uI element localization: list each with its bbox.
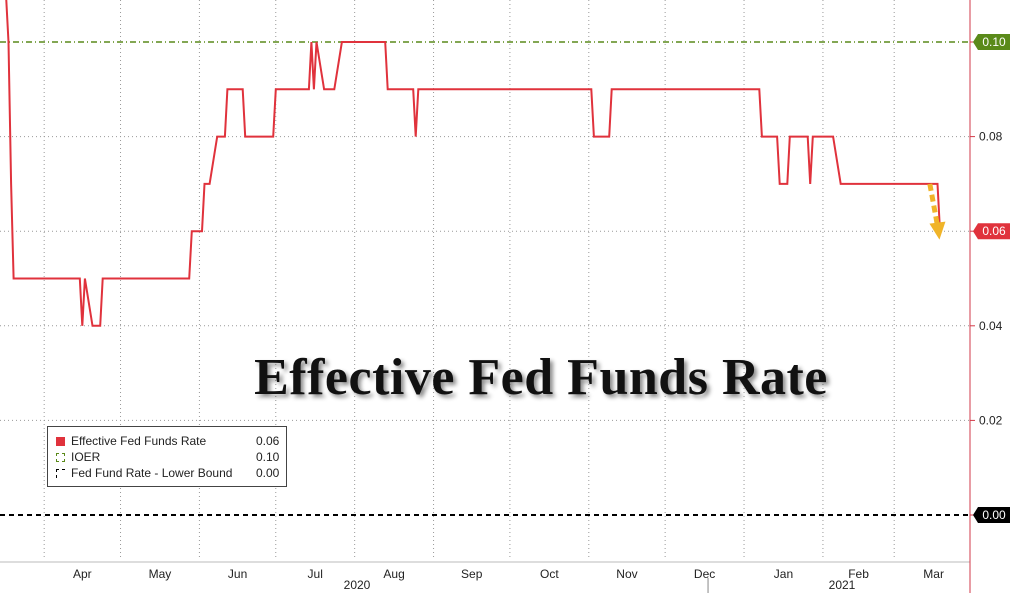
effr-badge bbox=[973, 223, 1010, 240]
x-tick-label-jan: Jan bbox=[774, 567, 793, 581]
legend-swatch-ioer bbox=[56, 452, 65, 462]
y-tick-label-0.08: 0.08 bbox=[979, 130, 1003, 144]
legend-value-lower-bound: 0.00 bbox=[256, 466, 280, 480]
x-tick-label-mar: Mar bbox=[923, 567, 944, 581]
y-tick-label-0.02: 0.02 bbox=[979, 413, 1003, 427]
legend-value-effr: 0.06 bbox=[256, 434, 280, 448]
series-layer bbox=[5, 0, 941, 327]
legend-entry-effr: Effective Fed Funds Rate 0.06 bbox=[56, 433, 286, 449]
legend-label-effr: Effective Fed Funds Rate bbox=[71, 434, 207, 448]
legend-value-ioer: 0.10 bbox=[256, 450, 280, 464]
x-tick-label-may: May bbox=[149, 567, 172, 581]
year-label-2020: 2020 bbox=[344, 578, 371, 592]
x-tick-label-apr: Apr bbox=[73, 567, 92, 581]
chart-grid bbox=[0, 0, 970, 560]
lower-bound-badge-label: 0.00 bbox=[982, 508, 1006, 522]
lower-bound-badge bbox=[973, 507, 1010, 523]
legend-label-ioer: IOER bbox=[71, 450, 101, 464]
ioer-badge bbox=[973, 34, 1010, 50]
legend-entry-ioer: IOER 0.10 bbox=[56, 449, 286, 465]
x-tick-label-jul: Jul bbox=[308, 567, 323, 581]
effr-badge-label: 0.06 bbox=[982, 224, 1006, 238]
annotation-arrow-shaft bbox=[927, 183, 940, 227]
x-tick-label-oct: Oct bbox=[540, 567, 559, 581]
year-label-2021: 2021 bbox=[829, 578, 856, 592]
ioer-badge-label: 0.10 bbox=[982, 35, 1006, 49]
annotation-layer bbox=[927, 183, 946, 240]
x-tick-label-nov: Nov bbox=[616, 567, 637, 581]
legend-swatch-effr bbox=[56, 436, 65, 446]
legend-swatch-lower-bound bbox=[56, 468, 65, 478]
x-tick-label-dec: Dec bbox=[694, 567, 715, 581]
reference-lines bbox=[0, 41, 970, 516]
legend-entry-lower-bound: Fed Fund Rate - Lower Bound 0.00 bbox=[56, 465, 286, 481]
value-badges: 0.10 0.06 0.00 bbox=[973, 34, 1010, 523]
legend: Effective Fed Funds Rate 0.06 IOER 0.10 … bbox=[47, 426, 287, 487]
annotation-arrow-head bbox=[929, 221, 946, 240]
x-tick-label-feb: Feb bbox=[848, 567, 869, 581]
x-tick-label-aug: Aug bbox=[383, 567, 404, 581]
y-tick-label-0.04: 0.04 bbox=[979, 319, 1003, 333]
x-tick-label-sep: Sep bbox=[461, 567, 483, 581]
legend-label-lower-bound: Fed Fund Rate - Lower Bound bbox=[71, 466, 233, 480]
x-tick-label-jun: Jun bbox=[228, 567, 247, 581]
effr-line bbox=[5, 0, 941, 327]
